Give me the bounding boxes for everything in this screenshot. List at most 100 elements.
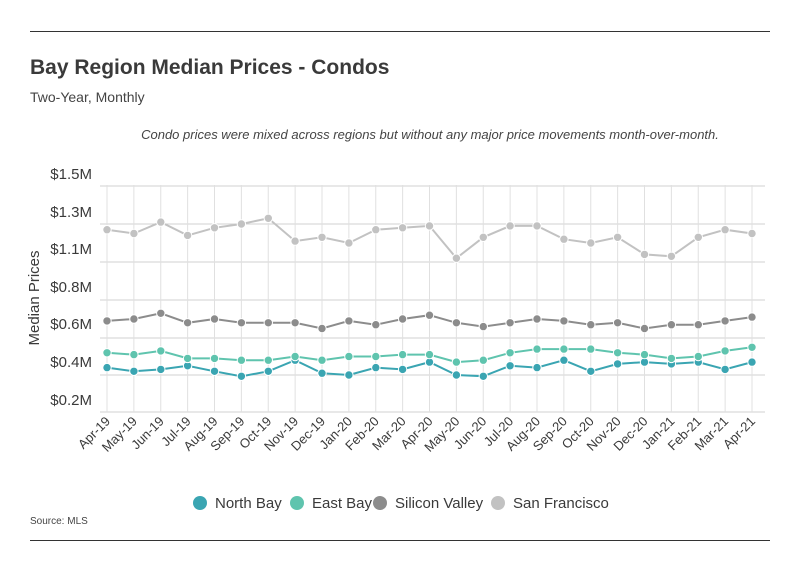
data-point — [559, 234, 569, 244]
legend-marker — [193, 496, 207, 510]
data-point — [263, 318, 273, 328]
data-point — [505, 318, 515, 328]
data-point — [156, 217, 166, 227]
gridlines — [100, 185, 765, 413]
data-point — [156, 346, 166, 356]
data-point — [317, 355, 327, 365]
data-point — [532, 362, 542, 373]
data-point — [559, 344, 569, 354]
data-point — [344, 316, 354, 326]
data-point — [478, 232, 488, 243]
data-point — [371, 351, 381, 362]
data-point — [182, 230, 193, 241]
data-point — [290, 236, 300, 246]
data-point — [371, 320, 381, 330]
data-point — [693, 232, 703, 243]
data-point — [263, 355, 273, 365]
data-point — [666, 251, 677, 261]
data-point — [505, 221, 515, 231]
data-point — [747, 228, 757, 239]
data-point — [236, 371, 247, 381]
data-point — [451, 318, 462, 328]
data-point — [424, 221, 435, 231]
data-point — [505, 361, 515, 371]
legend-marker — [290, 496, 304, 510]
y-tick-label: $0.4M — [50, 354, 92, 371]
data-point — [290, 318, 300, 328]
data-point — [344, 238, 354, 248]
y-tick-label: $1.1M — [50, 241, 92, 258]
data-point — [102, 225, 112, 235]
data-point — [290, 351, 300, 362]
data-point — [182, 353, 193, 364]
data-point — [397, 223, 408, 233]
data-point — [720, 346, 730, 356]
y-tick-label: $1.5M — [50, 166, 92, 183]
data-point — [693, 320, 703, 330]
data-point — [505, 348, 515, 358]
data-point — [236, 219, 247, 229]
data-point — [209, 223, 220, 233]
data-point — [209, 353, 220, 364]
chart-note: Condo prices were mixed across regions b… — [141, 127, 719, 142]
bottom-rule — [30, 540, 770, 541]
data-point — [559, 355, 569, 365]
data-point — [720, 316, 730, 326]
data-point — [747, 312, 757, 322]
data-point — [666, 353, 677, 364]
data-point — [102, 362, 112, 373]
data-point — [209, 366, 220, 376]
chart-title: Bay Region Median Prices - Condos — [30, 56, 390, 79]
data-point — [129, 366, 139, 376]
data-point — [451, 253, 462, 263]
data-point — [586, 238, 596, 248]
data-point — [263, 366, 273, 376]
legend-label: Silicon Valley — [395, 495, 484, 512]
y-axis: $0.2M $0.4M $0.6M $0.8M $1.1M $1.3M $1.5M — [50, 166, 92, 409]
data-point — [102, 348, 112, 358]
data-point — [693, 351, 703, 362]
data-point — [612, 359, 623, 369]
series-points — [102, 213, 757, 381]
data-point — [559, 316, 569, 326]
data-point — [451, 357, 462, 367]
data-point — [182, 318, 193, 328]
data-point — [236, 318, 247, 328]
data-point — [156, 308, 166, 318]
data-point — [397, 314, 408, 324]
chart-subtitle: Two-Year, Monthly — [30, 89, 145, 105]
data-point — [639, 249, 650, 260]
data-point — [424, 349, 435, 360]
data-point — [586, 320, 596, 330]
data-point — [397, 349, 408, 360]
y-tick-label: $1.3M — [50, 204, 92, 221]
data-point — [129, 314, 139, 324]
data-point — [639, 323, 650, 334]
legend: North Bay East Bay Silicon Valley San Franc… — [193, 495, 609, 512]
data-point — [317, 232, 327, 243]
data-point — [371, 362, 381, 373]
data-point — [639, 349, 650, 360]
top-rule — [30, 31, 770, 32]
source-note: Source: MLS — [30, 516, 88, 527]
data-point — [478, 355, 488, 365]
data-point — [344, 351, 354, 362]
data-point — [371, 225, 381, 235]
data-point — [451, 370, 462, 380]
legend-marker — [491, 496, 505, 510]
y-tick-label: $0.6M — [50, 316, 92, 333]
data-point — [612, 318, 623, 328]
data-point — [397, 364, 408, 375]
data-point — [317, 323, 327, 334]
legend-label: San Francisco — [513, 495, 609, 512]
data-point — [344, 370, 354, 380]
data-point — [532, 344, 542, 354]
data-point — [532, 221, 542, 231]
data-point — [612, 232, 623, 243]
legend-label: North Bay — [215, 495, 282, 512]
data-point — [478, 371, 488, 381]
data-point — [102, 316, 112, 326]
y-tick-label: $0.2M — [50, 392, 92, 409]
data-point — [263, 213, 273, 224]
